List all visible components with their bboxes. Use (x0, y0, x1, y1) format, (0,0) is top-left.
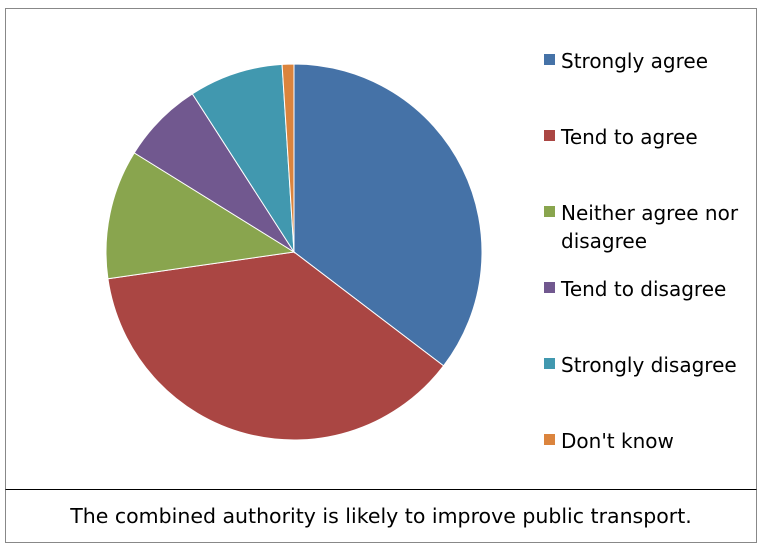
legend-label-strongly-disagree: Strongly disagree (561, 353, 737, 377)
legend-label-neither: Neither agree nor disagree (561, 201, 739, 253)
legend-swatch-tend-to-disagree (544, 282, 555, 293)
caption-box: The combined authority is likely to impr… (5, 489, 757, 543)
pie-chart (105, 63, 483, 441)
legend-item-strongly-disagree: Strongly disagree (544, 351, 737, 379)
legend-swatch-tend-to-agree (544, 130, 555, 141)
legend-swatch-strongly-disagree (544, 358, 555, 369)
legend-swatch-dont-know (544, 434, 555, 445)
legend-item-dont-know: Don't know (544, 427, 674, 455)
legend-label-strongly-agree: Strongly agree (561, 49, 709, 73)
caption-text: The combined authority is likely to impr… (70, 504, 692, 528)
legend-item-neither: Neither agree nor disagree (544, 199, 751, 255)
pie-slice-strongly-disagree (191, 63, 295, 254)
legend-item-strongly-agree: Strongly agree (544, 47, 708, 75)
legend-label-dont-know: Don't know (561, 429, 674, 453)
legend-swatch-neither (544, 206, 555, 217)
legend-item-tend-to-disagree: Tend to disagree (544, 275, 726, 303)
legend-label-tend-to-disagree: Tend to disagree (561, 277, 727, 301)
chart-frame: Strongly agree Tend to agree Neither agr… (5, 8, 757, 490)
legend-label-tend-to-agree: Tend to agree (561, 125, 698, 149)
pie-slice-neither (105, 152, 296, 280)
pie-slice-tend-to-agree (107, 251, 445, 441)
pie-slice-strongly-agree (293, 63, 483, 367)
legend-item-tend-to-agree: Tend to agree (544, 123, 698, 151)
legend-swatch-strongly-agree (544, 54, 555, 65)
pie-slice-dont-know (281, 63, 295, 253)
